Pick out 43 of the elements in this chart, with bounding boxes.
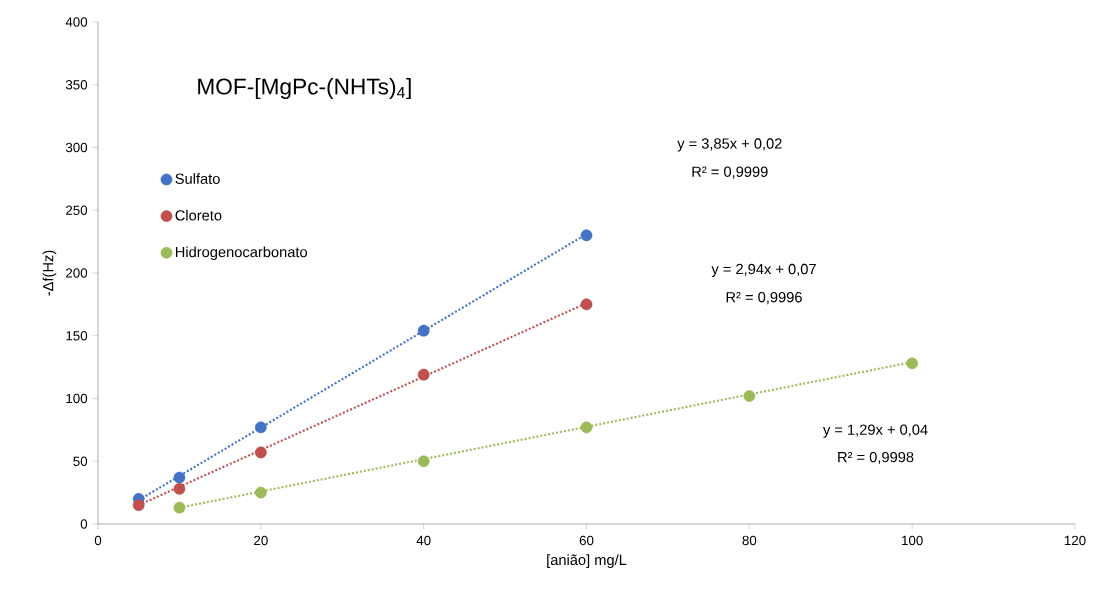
x-tick-label: 20: [254, 535, 268, 546]
point: [906, 357, 919, 370]
legend-label: Hidrogenocarbonato: [175, 246, 308, 261]
point: [417, 368, 430, 381]
annotation: y = 1,29x + 0,04: [822, 424, 928, 438]
annotation: y = 2,94x + 0,07: [711, 263, 816, 278]
y-tick-label: 400: [65, 17, 88, 27]
y-axis-title: -Δf(Hz): [42, 250, 57, 296]
point: [254, 486, 267, 499]
y-tick-label: 0: [80, 519, 88, 529]
annotation: R² = 0,9999: [692, 166, 768, 179]
point: [580, 229, 593, 242]
point: [417, 324, 430, 337]
legend-label: Cloreto: [175, 209, 222, 221]
y-tick-label: 350: [65, 80, 88, 90]
annotation: R² = 0,9996: [726, 292, 802, 305]
y-tick-label: 250: [66, 205, 88, 215]
point: [173, 501, 186, 514]
point: [254, 446, 267, 459]
y-tick-label: 150: [66, 331, 88, 341]
x-axis-title: [anião] mg/L: [547, 554, 627, 568]
x-tick-label: 40: [416, 535, 431, 546]
point: [173, 471, 186, 484]
y-tick-label: 200: [66, 268, 88, 278]
x-tick-label: 100: [902, 535, 923, 546]
point: [580, 298, 593, 311]
point: [580, 421, 593, 434]
x-tick-label: 120: [1064, 535, 1086, 546]
text: MOF-[MgPc-(NHTs)$_{4}$]: [198, 77, 411, 100]
annotation: y = 3,85x + 0,02: [677, 138, 782, 152]
point: [417, 455, 430, 468]
x-tick-label: 60: [579, 535, 594, 546]
y-tick-label: 100: [66, 393, 88, 404]
point: [173, 482, 186, 495]
point: [132, 499, 145, 512]
x-tick-label: 80: [742, 535, 757, 546]
annotation: R² = 0,9998: [838, 451, 914, 465]
legend-label: Sulfato: [175, 173, 220, 184]
point: [743, 390, 756, 402]
y-tick-label: 300: [65, 142, 88, 153]
x-tick-label: 0: [94, 535, 102, 546]
point: [254, 421, 267, 434]
y-tick-label: 50: [73, 456, 88, 466]
